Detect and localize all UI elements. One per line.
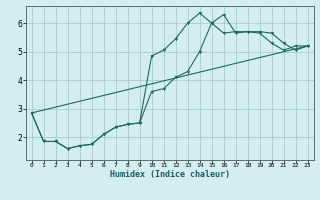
X-axis label: Humidex (Indice chaleur): Humidex (Indice chaleur): [109, 170, 230, 179]
